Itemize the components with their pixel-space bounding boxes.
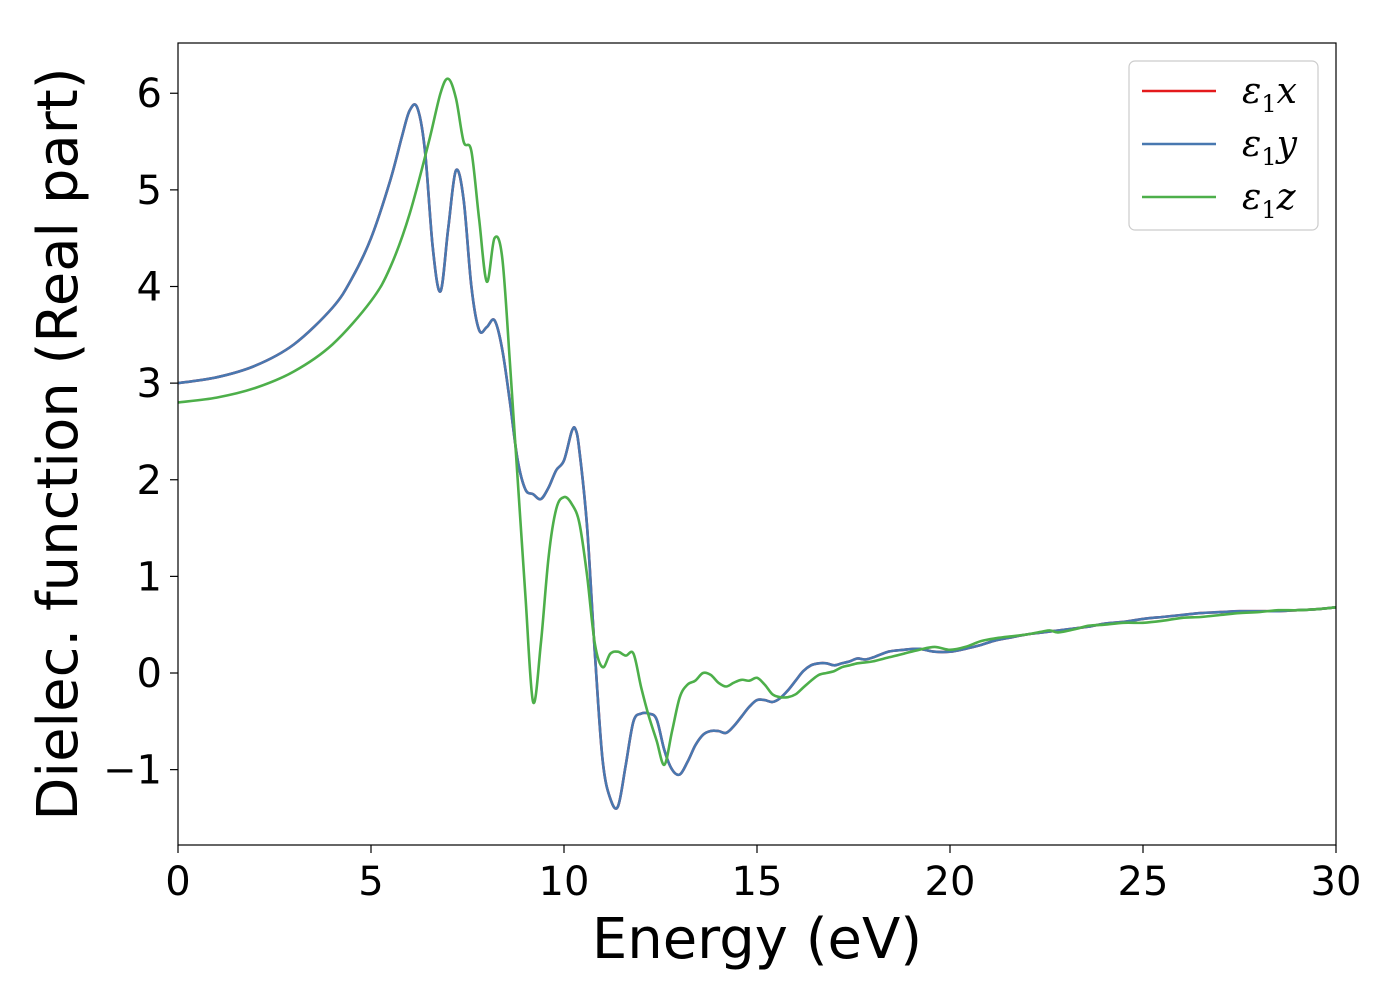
y-tick-label: 0 bbox=[137, 651, 162, 697]
x-tick-label: 5 bbox=[358, 859, 383, 905]
legend-label-tail: z bbox=[1276, 177, 1297, 218]
legend-label-main: ε bbox=[1242, 124, 1261, 165]
y-tick-label: 4 bbox=[137, 264, 162, 310]
x-tick-label: 25 bbox=[1118, 859, 1169, 905]
legend-box bbox=[1128, 60, 1319, 231]
y-tick-label: 1 bbox=[137, 554, 162, 600]
series-line-z bbox=[178, 77, 1336, 767]
x-tick-label: 0 bbox=[165, 859, 190, 905]
y-axis-title: Dielec. function (Real part) bbox=[26, 67, 91, 820]
legend-label-tail: x bbox=[1277, 71, 1297, 112]
x-tick-label: 20 bbox=[925, 859, 976, 905]
legend-label-sub: 1 bbox=[1261, 90, 1276, 118]
y-tick-label: 5 bbox=[137, 168, 162, 214]
y-tick-label: 6 bbox=[137, 71, 162, 117]
series-layer bbox=[178, 77, 1336, 810]
legend-label-main: ε bbox=[1242, 71, 1261, 112]
x-tick-label: 30 bbox=[1311, 859, 1362, 905]
y-tick-label: 2 bbox=[137, 458, 162, 504]
plot-frame bbox=[177, 42, 1337, 846]
legend-label-main: ε bbox=[1242, 177, 1261, 218]
legend-label-tail: y bbox=[1275, 124, 1298, 165]
legend-label-y: ε1y bbox=[1242, 124, 1298, 171]
y-tick-label: −1 bbox=[103, 748, 162, 794]
legend-label-z: ε1z bbox=[1242, 177, 1297, 224]
y-axis: −1 0 1 2 3 4 5 6 bbox=[103, 71, 178, 794]
y-tick-label: 3 bbox=[137, 361, 162, 407]
x-axis: 0 5 10 15 20 25 30 bbox=[165, 845, 1361, 905]
x-tick-label: 15 bbox=[732, 859, 783, 905]
legend-label-sub: 1 bbox=[1261, 196, 1276, 224]
x-tick-label: 10 bbox=[539, 859, 590, 905]
legend-label-x: ε1x bbox=[1242, 71, 1297, 118]
legend-label-sub: 1 bbox=[1261, 143, 1276, 171]
x-axis-title: Energy (eV) bbox=[592, 907, 922, 972]
